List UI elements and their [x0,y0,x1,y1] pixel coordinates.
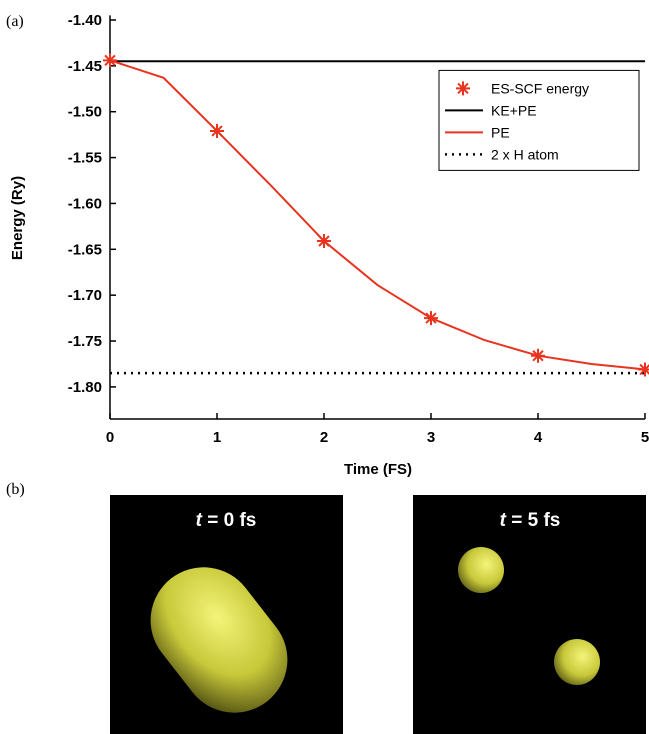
y-tick-label: -1.80 [68,379,102,396]
asterisk-marker [103,53,117,68]
asterisk-marker [531,348,545,363]
legend-box [438,69,640,171]
x-tick-label: 0 [106,429,114,446]
y-tick-label: -1.60 [68,195,102,212]
x-tick-label: 1 [213,429,221,446]
caption-text: = 5 fs [506,510,560,531]
x-tick-label: 4 [534,429,543,446]
legend-marker [456,81,470,96]
asterisk-marker [210,123,224,138]
panel-label: (b) [6,481,25,498]
line-series [109,59,646,371]
y-tick-label: -1.45 [68,58,102,75]
image-caption: t = 0 fs [196,510,257,531]
x-axis-label: Time (FS) [344,461,412,478]
density-blob [554,639,600,685]
legend-label: KE+PE [491,102,537,118]
asterisk-marker [638,362,649,377]
panel-label: (a) [6,13,24,30]
x-tick-label: 3 [427,429,435,446]
image-caption: t = 5 fs [500,510,561,531]
legend-label: ES-SCF energy [491,80,589,96]
y-axis-label: Energy (Ry) [9,176,26,260]
y-tick-label: -1.65 [68,241,102,258]
legend-label: PE [491,124,510,140]
x-tick-label: 5 [641,429,649,446]
y-tick-label: -1.50 [68,104,102,121]
density-blob [150,567,288,713]
y-tick-label: -1.40 [68,12,102,29]
y-tick-label: -1.55 [68,150,102,167]
image-panel [413,495,646,734]
density-blob [458,547,504,593]
caption-variable: t [196,510,203,531]
caption-text: = 0 fs [202,510,256,531]
asterisk-marker [317,234,331,249]
y-tick-label: -1.70 [68,287,102,304]
legend-label: 2 x H atom [491,146,559,162]
asterisk-marker [424,311,438,326]
caption-variable: t [500,510,507,531]
y-tick-label: -1.75 [68,333,102,350]
x-tick-label: 2 [320,429,328,446]
